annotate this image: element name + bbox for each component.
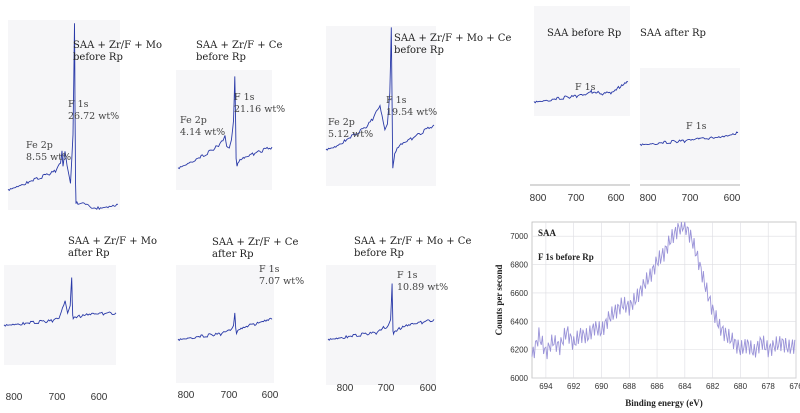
zoom-xtick-label: 676 xyxy=(789,382,800,391)
zoom-xtick-label: 686 xyxy=(650,382,664,391)
panel-2-f-annotation: F 1s 21.16 wt% xyxy=(234,92,286,115)
panel-2-fe-annotation: Fe 2p 4.14 wt% xyxy=(180,115,226,138)
bottom-tick-800-a: 800 xyxy=(5,392,23,403)
tr-tick-800-a: 800 xyxy=(529,193,547,204)
tr-tick-800-b: 800 xyxy=(639,193,657,204)
spectrum-line-p1 xyxy=(7,23,119,210)
zoom-ytick-label: 7000 xyxy=(510,232,528,241)
zoom-xtick-label: 694 xyxy=(539,382,553,391)
zoom-xlabel: Binding energy (eV) xyxy=(625,398,703,408)
spectrum-line-p8 xyxy=(327,283,435,341)
panel-6-title: SAA + Zr/F + Mo after Rp xyxy=(68,236,158,259)
zoom-title: SAA xyxy=(538,228,557,238)
zoom-ytick-label: 6400 xyxy=(510,317,528,326)
tr-tick-600-a: 600 xyxy=(607,193,625,204)
panel-3-f-annotation: F 1s 19.54 wt% xyxy=(386,95,438,118)
spectrum-line-p3 xyxy=(325,27,435,169)
zoom-xtick-label: 682 xyxy=(706,382,720,391)
zoom-ytick-label: 6600 xyxy=(510,289,528,298)
panel-8-f-annotation: F 1s 10.89 wt% xyxy=(397,270,449,293)
panel-7-bg xyxy=(176,265,274,383)
bottom-tick-700-a: 700 xyxy=(48,392,66,403)
panel-3-bg xyxy=(326,26,436,186)
zoom-xtick-label: 678 xyxy=(762,382,776,391)
zoom-subtitle: F 1s before Rp xyxy=(538,252,594,262)
bottom-tick-800-c: 800 xyxy=(336,383,354,394)
panel-2-title: SAA + Zr/F + Ce before Rp xyxy=(196,40,283,63)
panel-7-title: SAA + Zr/F + Ce after Rp xyxy=(212,237,299,260)
panel-8-bg xyxy=(326,265,436,385)
panel-1-f-annotation: F 1s 26.72 wt% xyxy=(68,99,120,122)
bottom-tick-700-c: 700 xyxy=(377,383,395,394)
panel-5-f-annotation: F 1s xyxy=(686,121,707,132)
panel-1-bg xyxy=(8,20,120,210)
bottom-tick-600-a: 600 xyxy=(90,392,108,403)
panel-4-title: SAA before Rp xyxy=(547,28,622,39)
zoom-spectrum-line xyxy=(531,221,796,360)
panel-2-bg xyxy=(176,70,272,190)
panel-3-title: SAA + Zr/F + Mo + Ce before Rp xyxy=(394,33,512,56)
tr-tick-700-a: 700 xyxy=(567,193,585,204)
panel-4-f-annotation: F 1s xyxy=(575,82,596,93)
panel-1-title: SAA + Zr/F + Mo before Rp xyxy=(73,40,163,63)
panel-5-title: SAA after Rp xyxy=(640,28,706,39)
bottom-tick-600-c: 600 xyxy=(419,383,437,394)
panel-4-bg xyxy=(534,6,630,116)
tr-tick-700-b: 700 xyxy=(681,193,699,204)
panel-8-title: SAA + Zr/F + Mo + Ce before Rp xyxy=(354,236,472,259)
bottom-tick-700-b: 700 xyxy=(220,390,238,401)
bottom-tick-600-b: 600 xyxy=(261,390,279,401)
spectrum-line-p6 xyxy=(3,277,117,327)
zoom-xtick-label: 690 xyxy=(595,382,609,391)
zoom-ytick-label: 6200 xyxy=(510,346,528,355)
zoom-xtick-label: 680 xyxy=(734,382,748,391)
panel-1-fe-annotation: Fe 2p 8.55 wt% xyxy=(26,140,72,163)
panel-5-bg xyxy=(640,68,740,180)
zoom-ytick-label: 6800 xyxy=(510,261,528,270)
zoom-xtick-label: 684 xyxy=(678,382,692,391)
zoom-ytick-label: 6000 xyxy=(510,374,528,383)
spectrum-line-p7 xyxy=(177,312,273,342)
spectrum-line-p2 xyxy=(177,76,273,170)
bottom-tick-800-b: 800 xyxy=(177,390,195,401)
zoom-xtick-label: 688 xyxy=(623,382,637,391)
tr-tick-600-b: 600 xyxy=(723,193,741,204)
zoom-xtick-label: 692 xyxy=(567,382,581,391)
spectrum-line-p4 xyxy=(533,80,629,104)
spectrum-line-p5 xyxy=(639,131,739,147)
zoom-plot-area xyxy=(531,221,797,379)
panel-7-f-annotation: F 1s 7.07 wt% xyxy=(259,264,305,287)
zoom-ylabel: Counts per second xyxy=(494,265,504,336)
panel-3-fe-annotation: Fe 2p 5.12 wt% xyxy=(328,117,374,140)
